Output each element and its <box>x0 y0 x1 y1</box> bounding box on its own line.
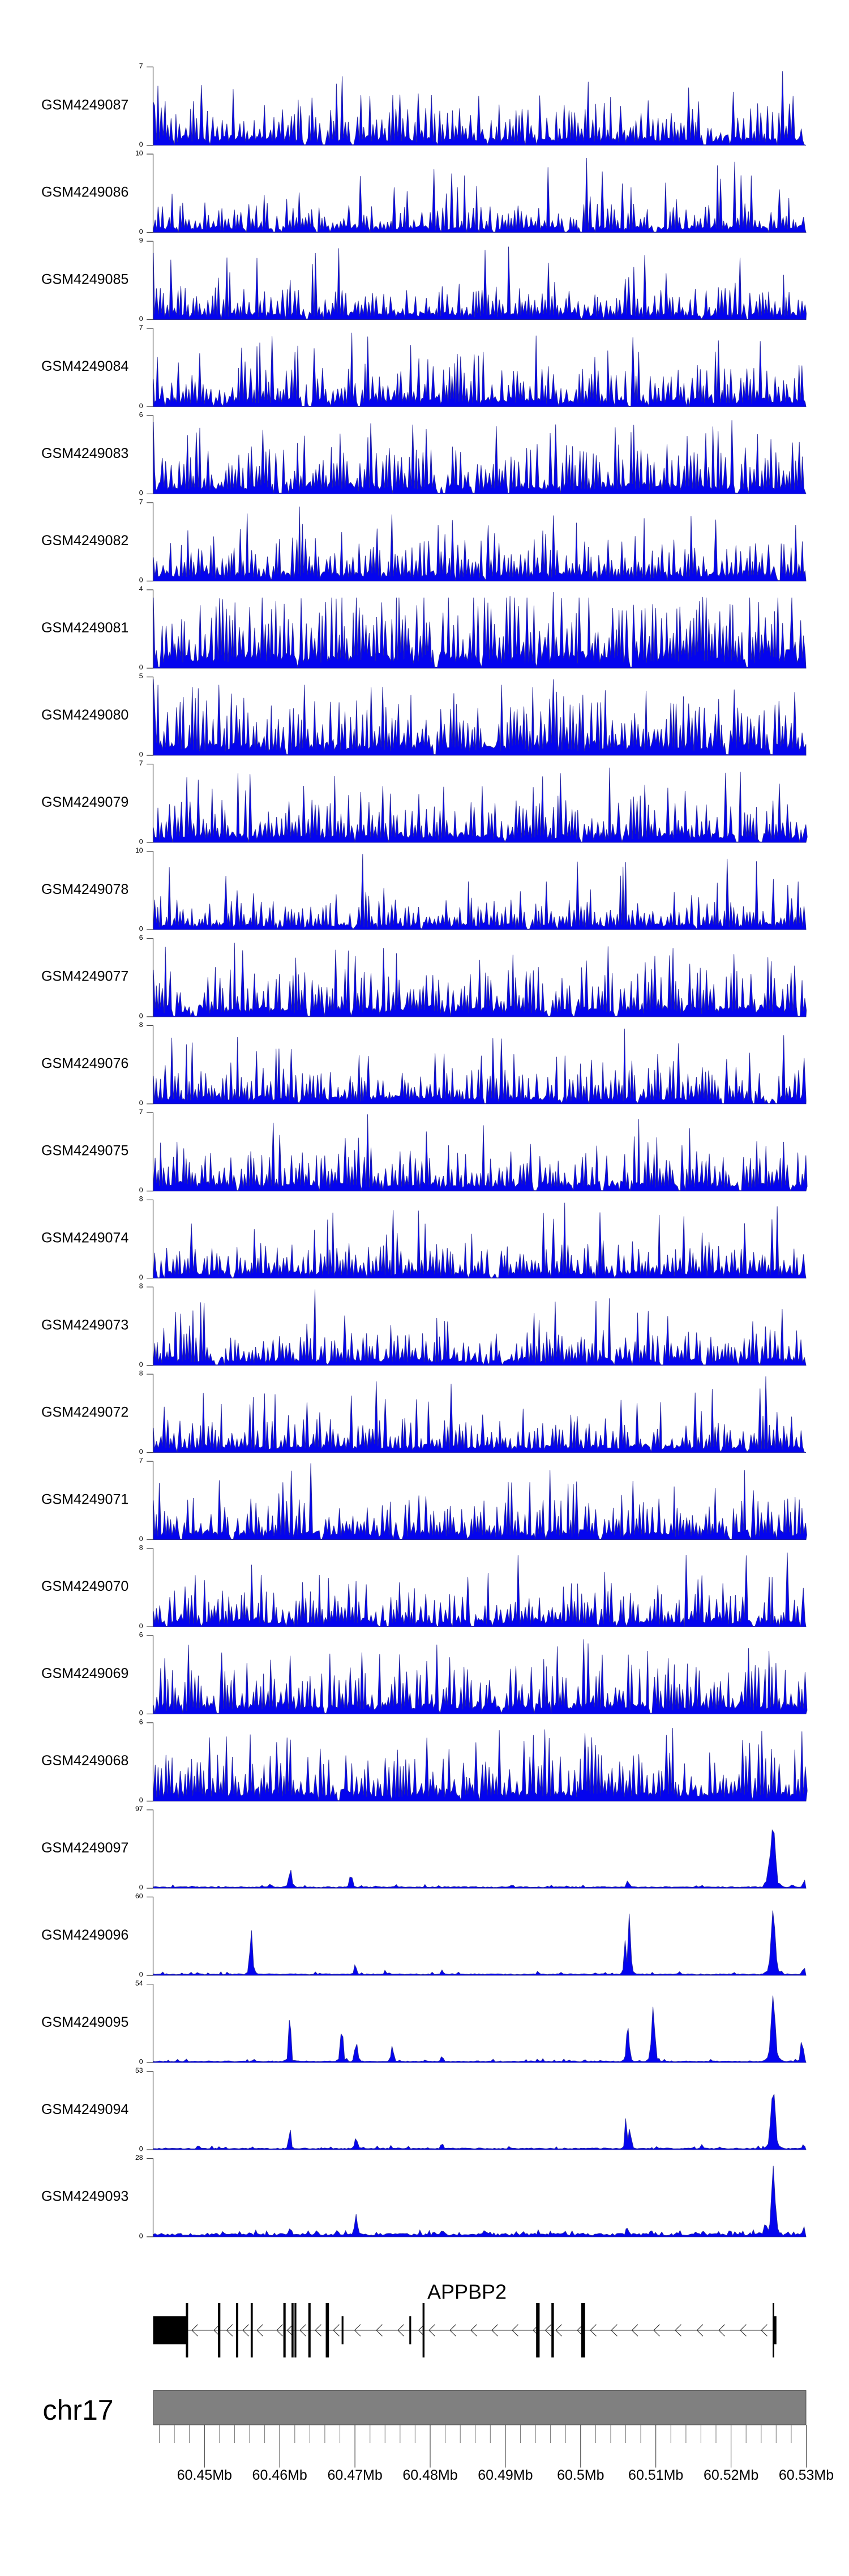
svg-text:GSM4249084: GSM4249084 <box>41 358 128 374</box>
svg-text:GSM4249072: GSM4249072 <box>41 1404 128 1420</box>
svg-text:0: 0 <box>139 576 143 584</box>
svg-text:0: 0 <box>139 1884 143 1892</box>
svg-text:8: 8 <box>139 1370 143 1377</box>
svg-text:chr17: chr17 <box>43 2394 114 2426</box>
svg-text:7: 7 <box>139 62 143 70</box>
svg-text:0: 0 <box>139 1622 143 1630</box>
svg-text:GSM4249094: GSM4249094 <box>41 2102 128 2117</box>
svg-text:60.47Mb: 60.47Mb <box>327 2467 382 2483</box>
svg-text:7: 7 <box>139 323 143 331</box>
svg-text:0: 0 <box>139 1709 143 1717</box>
svg-text:GSM4249081: GSM4249081 <box>41 620 128 636</box>
svg-text:53: 53 <box>135 2066 143 2074</box>
svg-text:GSM4249076: GSM4249076 <box>41 1056 128 1072</box>
svg-text:6: 6 <box>139 410 143 418</box>
svg-text:0: 0 <box>139 664 143 671</box>
svg-text:GSM4249096: GSM4249096 <box>41 1927 128 1943</box>
svg-text:GSM4249074: GSM4249074 <box>41 1230 128 1246</box>
svg-text:60.53Mb: 60.53Mb <box>779 2467 834 2483</box>
svg-text:10: 10 <box>135 846 143 854</box>
svg-text:28: 28 <box>135 2154 143 2162</box>
svg-text:0: 0 <box>139 2232 143 2240</box>
svg-text:0: 0 <box>139 315 143 323</box>
svg-text:GSM4249080: GSM4249080 <box>41 707 128 723</box>
svg-text:0: 0 <box>139 228 143 236</box>
svg-text:GSM4249086: GSM4249086 <box>41 184 128 200</box>
svg-text:GSM4249068: GSM4249068 <box>41 1753 128 1769</box>
svg-text:10: 10 <box>135 149 143 157</box>
svg-text:GSM4249093: GSM4249093 <box>41 2189 128 2205</box>
svg-text:8: 8 <box>139 1021 143 1029</box>
svg-text:0: 0 <box>139 140 143 148</box>
svg-text:0: 0 <box>139 1360 143 1368</box>
svg-text:0: 0 <box>139 1273 143 1281</box>
svg-text:7: 7 <box>139 498 143 506</box>
svg-text:0: 0 <box>139 1796 143 1804</box>
svg-text:0: 0 <box>139 925 143 932</box>
svg-text:0: 0 <box>139 751 143 759</box>
svg-text:60.48Mb: 60.48Mb <box>402 2467 457 2483</box>
svg-text:GSM4249078: GSM4249078 <box>41 882 128 897</box>
svg-text:97: 97 <box>135 1805 143 1813</box>
svg-text:8: 8 <box>139 1195 143 1203</box>
svg-text:4: 4 <box>139 585 143 593</box>
svg-text:60.52Mb: 60.52Mb <box>704 2467 758 2483</box>
svg-text:7: 7 <box>139 759 143 767</box>
svg-text:0: 0 <box>139 2058 143 2066</box>
svg-text:0: 0 <box>139 402 143 410</box>
svg-text:6: 6 <box>139 934 143 942</box>
svg-text:0: 0 <box>139 1448 143 1456</box>
svg-text:0: 0 <box>139 1012 143 1020</box>
svg-text:6: 6 <box>139 1631 143 1638</box>
svg-text:0: 0 <box>139 1971 143 1979</box>
svg-text:8: 8 <box>139 1282 143 1290</box>
svg-text:6: 6 <box>139 1718 143 1726</box>
svg-text:GSM4249079: GSM4249079 <box>41 794 128 810</box>
svg-text:GSM4249070: GSM4249070 <box>41 1578 128 1594</box>
svg-text:GSM4249083: GSM4249083 <box>41 446 128 461</box>
svg-text:60.5Mb: 60.5Mb <box>557 2467 604 2483</box>
svg-text:GSM4249069: GSM4249069 <box>41 1666 128 1681</box>
svg-text:60.51Mb: 60.51Mb <box>628 2467 683 2483</box>
svg-text:7: 7 <box>139 1457 143 1465</box>
svg-text:60.45Mb: 60.45Mb <box>177 2467 232 2483</box>
svg-text:GSM4249085: GSM4249085 <box>41 271 128 287</box>
svg-text:0: 0 <box>139 1099 143 1107</box>
svg-text:GSM4249075: GSM4249075 <box>41 1143 128 1159</box>
svg-text:0: 0 <box>139 2145 143 2153</box>
svg-text:0: 0 <box>139 489 143 497</box>
svg-text:54: 54 <box>135 1979 143 1987</box>
svg-text:GSM4249095: GSM4249095 <box>41 2014 128 2030</box>
svg-text:60: 60 <box>135 1892 143 1900</box>
svg-text:GSM4249097: GSM4249097 <box>41 1840 128 1856</box>
svg-text:60.49Mb: 60.49Mb <box>478 2467 533 2483</box>
svg-text:60.46Mb: 60.46Mb <box>252 2467 307 2483</box>
svg-text:GSM4249082: GSM4249082 <box>41 533 128 549</box>
svg-text:APPBP2: APPBP2 <box>427 2280 507 2304</box>
svg-text:8: 8 <box>139 1543 143 1551</box>
svg-text:0: 0 <box>139 837 143 845</box>
svg-text:GSM4249077: GSM4249077 <box>41 969 128 985</box>
svg-text:9: 9 <box>139 237 143 245</box>
svg-text:5: 5 <box>139 672 143 680</box>
svg-text:0: 0 <box>139 1535 143 1543</box>
svg-text:GSM4249073: GSM4249073 <box>41 1317 128 1333</box>
svg-text:GSM4249071: GSM4249071 <box>41 1491 128 1507</box>
svg-text:0: 0 <box>139 1186 143 1194</box>
svg-text:GSM4249087: GSM4249087 <box>41 97 128 113</box>
svg-text:7: 7 <box>139 1108 143 1116</box>
